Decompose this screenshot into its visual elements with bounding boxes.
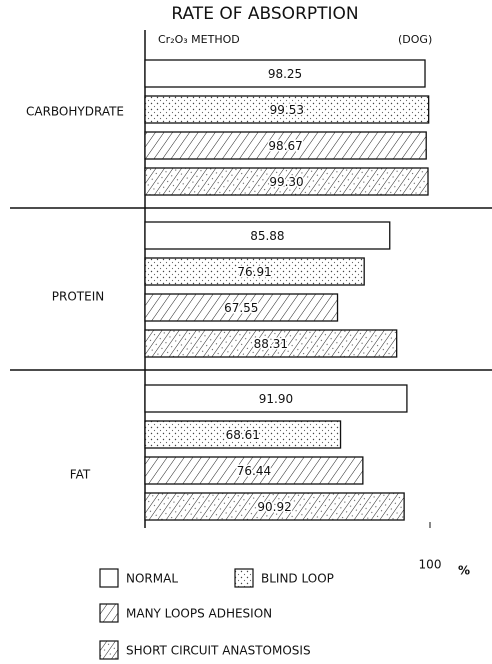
bar [144, 221, 391, 250]
bar [144, 95, 430, 124]
value-label: 76.44 [237, 464, 271, 478]
legend-swatch [99, 603, 119, 623]
legend-swatch [99, 568, 119, 588]
x-tick-label: 100 [419, 558, 442, 572]
bar [144, 257, 365, 286]
value-label: 99.30 [269, 175, 303, 189]
bar [144, 167, 429, 196]
bar [144, 456, 364, 485]
bar [144, 131, 427, 160]
bar [144, 59, 426, 88]
value-label: 88.31 [254, 337, 288, 351]
value-label: 98.25 [268, 67, 302, 81]
legend-label: MANY LOOPS ADHESION [126, 607, 272, 621]
category-label: PROTEIN [52, 290, 104, 304]
value-label: 76.91 [237, 265, 271, 279]
value-label: 68.61 [226, 428, 260, 442]
value-label: 85.88 [250, 229, 284, 243]
legend-label: NORMAL [126, 572, 178, 586]
value-label: 90.92 [257, 500, 291, 514]
legend-label: BLIND LOOP [261, 572, 334, 586]
legend-swatch [99, 640, 119, 660]
category-label: CARBOHYDRATE [26, 105, 124, 119]
value-label: 91.90 [259, 392, 293, 406]
value-label: 98.67 [268, 139, 302, 153]
chart-title: RATE OF ABSORPTION [171, 4, 358, 24]
legend-label: SHORT CIRCUIT ANASTOMOSIS [126, 644, 311, 658]
value-label: 67.55 [224, 301, 258, 315]
value-label: 99.53 [270, 103, 304, 117]
x-axis-label: % [458, 564, 470, 578]
bar [144, 293, 339, 322]
annotation: (DOG) [398, 33, 432, 46]
category-label: FAT [70, 468, 91, 482]
legend-swatch [234, 568, 254, 588]
bar [144, 492, 405, 521]
bar [144, 420, 342, 449]
bar [144, 329, 398, 358]
bar [144, 384, 408, 413]
subtitle: Cr₂O₃ METHOD [158, 33, 240, 46]
